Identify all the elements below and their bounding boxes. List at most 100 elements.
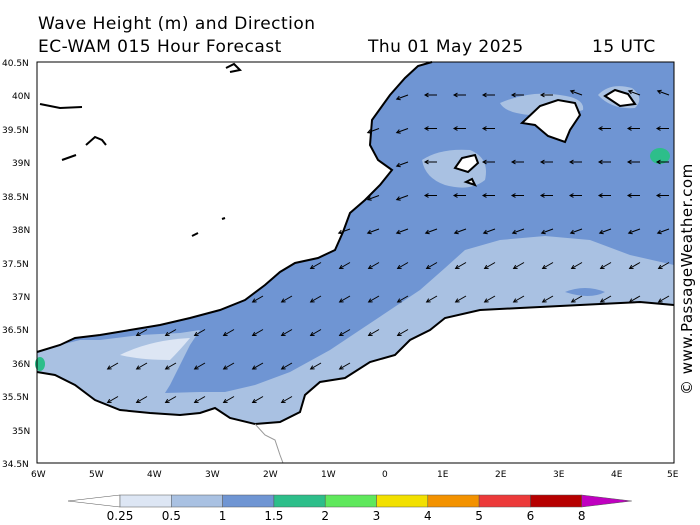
wave-arrow-head: [481, 193, 487, 198]
wave-arrow: [339, 329, 351, 336]
wave-arrow-head: [481, 126, 487, 131]
wave-arrow: [512, 228, 525, 234]
reservoir-2: [85, 135, 107, 146]
wave-arrow: [484, 295, 496, 303]
wave-arrow: [570, 228, 583, 234]
wave-arrow-head: [164, 331, 170, 337]
lon-label: 6W: [31, 470, 46, 480]
wave-arrow-head: [539, 92, 545, 98]
wave-arrow-head: [193, 331, 199, 337]
wave-arrow-head: [597, 126, 603, 131]
legend-swatch: [273, 494, 326, 508]
wave-arrow-head: [483, 298, 489, 303]
island-mallorca: [519, 98, 582, 144]
wave-arrow-head: [395, 95, 401, 101]
island-menorca: [603, 88, 637, 108]
wave-arrow-head: [424, 229, 430, 235]
lat-label: 37.5N: [2, 260, 29, 270]
lon-label: 2W: [263, 470, 278, 480]
wave-arrow: [339, 262, 351, 269]
wave-arrow: [658, 262, 670, 269]
wave-arrow: [194, 396, 206, 403]
wave-arrow-head: [423, 193, 429, 198]
wave-arrow-head: [338, 331, 344, 337]
wave-arrow: [367, 128, 380, 134]
wave-arrow-head: [106, 398, 112, 404]
wave-arrow-head: [396, 298, 402, 303]
lat-label: 36.5N: [2, 326, 29, 336]
wave-arrow: [165, 396, 177, 403]
wave-arrow: [629, 295, 641, 303]
wave-arrow: [570, 90, 583, 96]
wave-arrow: [281, 396, 293, 403]
legend-swatch: [530, 494, 582, 508]
wave-arrow-head: [453, 229, 459, 235]
wave-arrow-head: [627, 89, 633, 95]
wave-arrow: [599, 228, 612, 234]
lat-label: 39.5N: [2, 126, 29, 136]
wave-arrow-head: [655, 126, 661, 131]
wave-height-legend: 0.25 0.5 1 1.5 2 3 4 5 6 8: [67, 494, 632, 523]
wave-arrow: [368, 262, 380, 269]
wave-arrow-head: [425, 298, 431, 303]
wave-arrow: [542, 295, 554, 303]
wave-arrow-head: [511, 229, 517, 235]
wave-arrow: [426, 262, 438, 269]
wave-arrow-head: [396, 331, 402, 337]
wave-arrow-head: [309, 365, 315, 370]
lon-label: 4E: [611, 470, 623, 480]
legend-tick-label: 3: [373, 509, 381, 523]
very-calm-band: [120, 338, 190, 360]
wave-arrow: [310, 295, 322, 303]
wave-arrow-head: [251, 398, 257, 404]
wave-arrow: [223, 362, 235, 370]
calm-band-south: [37, 236, 674, 424]
wave-arrow-head: [396, 264, 402, 270]
legend-tick-label: 4: [424, 509, 432, 523]
wave-arrow-head: [280, 398, 286, 404]
island-formentera: [463, 177, 477, 187]
wave-arrow-head: [540, 229, 546, 235]
wave-arrow-head: [512, 298, 518, 303]
lat-label: 38.5N: [2, 193, 29, 203]
wave-arrow-head: [423, 126, 429, 131]
wave-arrow: [310, 262, 322, 269]
lon-label: 2E: [495, 470, 507, 480]
lon-label: 0: [382, 470, 388, 480]
lat-label: 35.5N: [2, 393, 29, 403]
wave-arrow: [223, 329, 235, 336]
wave-arrow: [513, 262, 525, 269]
wave-arrow: [367, 228, 380, 234]
legend-tick-label: 1: [219, 509, 227, 523]
wave-arrow-head: [568, 193, 574, 198]
wave-arrow-head: [569, 229, 575, 235]
wave-arrow: [629, 262, 641, 269]
wave-arrow-head: [222, 331, 228, 337]
wave-direction-arrows: [106, 89, 670, 404]
wave-arrow-head: [366, 129, 372, 134]
wave-arrow: [136, 362, 148, 370]
lon-label: 3E: [553, 470, 565, 480]
wave-arrow-head: [481, 92, 487, 98]
legend-swatch: [376, 494, 429, 508]
wave-arrow: [107, 396, 119, 403]
wave-arrow: [368, 329, 380, 336]
wave-arrow: [513, 295, 525, 303]
forecast-time: 15 UTC: [592, 37, 656, 57]
wave-arrow: [571, 262, 583, 269]
longitude-axis: 6W 5W 4W 3W 2W 1W 0 1E 2E 3E 4E 5E: [31, 470, 679, 480]
wave-arrow-head: [193, 365, 199, 370]
coastline-africa: [36, 300, 675, 426]
wave-arrow: [339, 295, 351, 303]
wave-arrow: [396, 128, 409, 134]
wave-arrow-head: [657, 298, 663, 303]
map-frame: [36, 61, 675, 464]
wave-arrow-head: [510, 159, 516, 165]
wave-arrow-head: [367, 264, 373, 270]
forecast-model: EC-WAM 015 Hour Forecast: [38, 37, 282, 57]
wave-arrow: [281, 362, 293, 370]
wave-arrow-head: [367, 331, 373, 337]
wave-arrow-head: [366, 229, 372, 235]
credit-text: © www.PassageWeather.com: [678, 163, 696, 395]
wave-arrow-head: [510, 193, 516, 198]
